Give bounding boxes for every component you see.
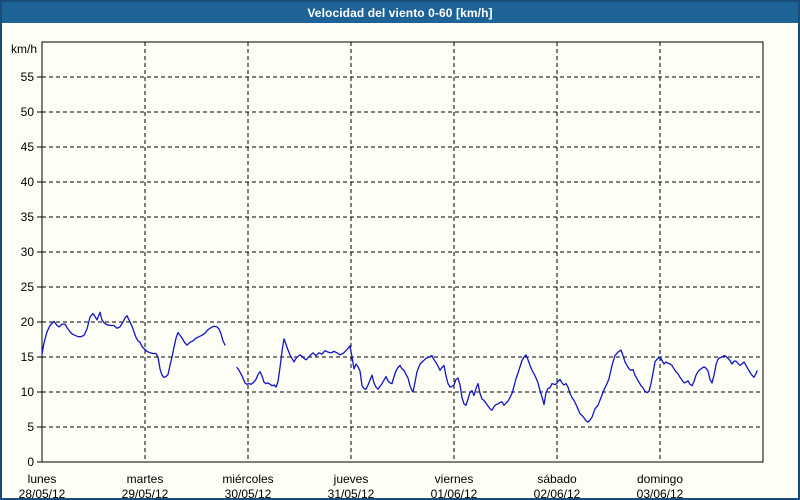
y-tick-label: 40 — [21, 175, 35, 189]
window-title: Velocidad del viento 0-60 [km/h] — [307, 5, 493, 20]
y-tick-label: 10 — [21, 385, 35, 399]
day-date-label: 31/05/12 — [328, 487, 375, 500]
day-date-label: 29/05/12 — [122, 487, 169, 500]
day-date-label: 02/06/12 — [534, 487, 581, 500]
day-name-label: lunes — [28, 472, 57, 486]
y-tick-label: 50 — [21, 105, 35, 119]
day-name-label: sábado — [537, 472, 577, 486]
day-date-label: 28/05/12 — [19, 487, 66, 500]
day-date-label: 01/06/12 — [431, 487, 478, 500]
day-name-label: martes — [127, 472, 164, 486]
y-tick-label: 55 — [21, 70, 35, 84]
day-name-label: viernes — [435, 472, 474, 486]
y-tick-label: 45 — [21, 140, 35, 154]
y-tick-label: 30 — [21, 245, 35, 259]
y-tick-label: 20 — [21, 315, 35, 329]
y-tick-label: 35 — [21, 210, 35, 224]
day-date-label: 03/06/12 — [637, 487, 684, 500]
y-tick-label: 25 — [21, 280, 35, 294]
day-date-label: 30/05/12 — [225, 487, 272, 500]
day-name-label: jueves — [333, 472, 369, 486]
y-axis-unit-label: km/h — [11, 42, 37, 56]
y-tick-label: 0 — [27, 455, 34, 469]
day-name-label: domingo — [637, 472, 683, 486]
y-tick-label: 5 — [27, 420, 34, 434]
day-name-label: miércoles — [222, 472, 273, 486]
title-bar: Velocidad del viento 0-60 [km/h] — [2, 2, 798, 23]
wind-speed-line — [41, 311, 226, 378]
wind-speed-line — [236, 338, 758, 423]
y-tick-label: 15 — [21, 350, 35, 364]
